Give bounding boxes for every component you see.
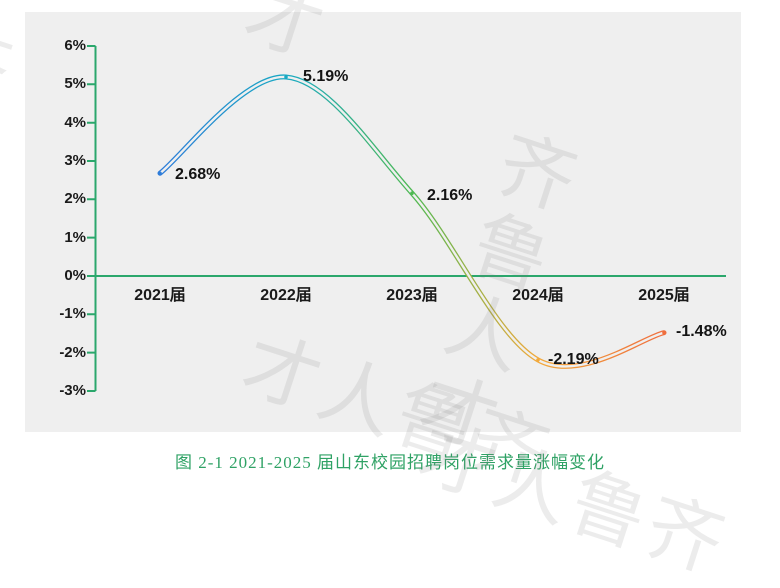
figure-page: 6% 5% 4% 3% 2% 1% 0% -1% -2% -3% 2021届 2022届 2023届 20…	[0, 0, 741, 588]
data-point-marker	[410, 191, 414, 195]
data-point-marker	[158, 171, 162, 176]
figure-caption: 图 2-1 2021-2025 届山东校园招聘岗位需求量涨幅变化	[174, 453, 606, 472]
y-axis-ticks	[87, 45, 96, 392]
data-point-marker	[284, 75, 288, 79]
chart-panel	[25, 12, 741, 432]
trend-curve-inner	[158, 75, 666, 368]
trend-curve-outer	[157, 74, 667, 369]
data-point-marker	[662, 330, 666, 335]
line-chart	[87, 45, 726, 392]
data-point-marker	[536, 358, 540, 362]
